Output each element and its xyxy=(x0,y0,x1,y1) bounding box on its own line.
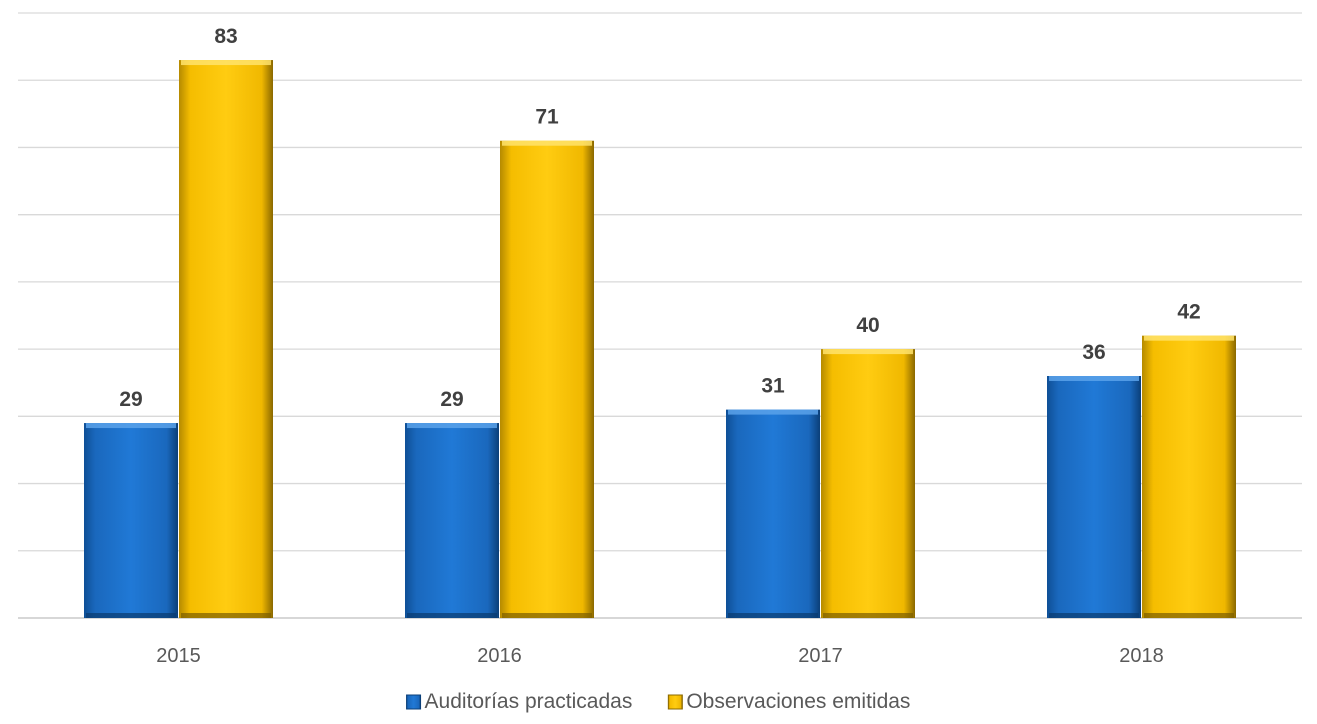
bar-auditorias-2017 xyxy=(726,409,820,618)
bar-bevel-bottom xyxy=(1144,613,1234,618)
x-tick-label-2015: 2015 xyxy=(156,645,201,667)
bar-body xyxy=(405,423,499,618)
bar-bevel-top xyxy=(1144,335,1234,341)
legend: Auditorías practicadas Observaciones emit… xyxy=(406,690,910,713)
data-label-auditorias-2018: 36 xyxy=(1082,341,1105,364)
data-label-auditorias-2015: 29 xyxy=(119,388,142,411)
data-label-observaciones-2017: 40 xyxy=(856,314,879,337)
bar-observaciones-2017 xyxy=(821,349,915,618)
bars xyxy=(84,60,1236,619)
data-label-auditorias-2016: 29 xyxy=(440,388,463,411)
bar-bevel-top xyxy=(823,349,913,355)
bar-bevel-bottom xyxy=(823,613,913,618)
bar-bevel-top xyxy=(728,409,818,415)
bar-bevel-top xyxy=(181,60,271,66)
bar-observaciones-2018 xyxy=(1142,335,1236,618)
bar-auditorias-2015 xyxy=(84,423,178,618)
data-label-observaciones-2016: 71 xyxy=(535,106,559,129)
bar-body xyxy=(1142,335,1236,618)
data-label-observaciones-2015: 83 xyxy=(214,25,237,48)
legend-item-auditorias: Auditorías practicadas xyxy=(406,690,633,713)
bar-bevel-top xyxy=(1049,376,1139,381)
legend-label: Observaciones emitidas xyxy=(686,690,910,713)
bar-observaciones-2015 xyxy=(179,60,273,619)
bar-body xyxy=(1047,376,1141,618)
bar-bevel-top xyxy=(502,140,592,146)
bar-body xyxy=(821,349,915,618)
bar-observaciones-2016 xyxy=(500,140,594,618)
bar-bevel-bottom xyxy=(86,613,176,618)
bar-body xyxy=(84,423,178,618)
bar-body xyxy=(179,60,273,619)
x-tick-label-2017: 2017 xyxy=(798,645,843,667)
legend-swatch xyxy=(667,694,683,710)
legend-label: Auditorías practicadas xyxy=(425,690,633,713)
bar-auditorias-2016 xyxy=(405,423,499,618)
bar-body xyxy=(500,140,594,618)
bar-bevel-bottom xyxy=(407,613,497,618)
x-tick-label-2016: 2016 xyxy=(477,645,522,667)
bar-auditorias-2018 xyxy=(1047,376,1141,618)
x-axis-tick-labels: 2015 2016 2017 2018 xyxy=(156,645,1164,667)
legend-swatch xyxy=(406,694,422,710)
bar-bevel-bottom xyxy=(502,613,592,618)
bar-bevel-bottom xyxy=(1049,613,1139,618)
bar-body xyxy=(726,409,820,618)
bar-bevel-bottom xyxy=(181,613,271,618)
data-labels: 29 83 29 71 31 40 36 42 xyxy=(119,25,1200,411)
x-tick-label-2018: 2018 xyxy=(1119,645,1164,667)
data-label-auditorias-2017: 31 xyxy=(761,375,785,398)
data-label-observaciones-2018: 42 xyxy=(1177,301,1200,324)
bar-bevel-top xyxy=(407,423,497,429)
bar-bevel-top xyxy=(86,423,176,429)
legend-item-observaciones: Observaciones emitidas xyxy=(667,690,910,713)
bar-bevel-bottom xyxy=(728,613,818,618)
